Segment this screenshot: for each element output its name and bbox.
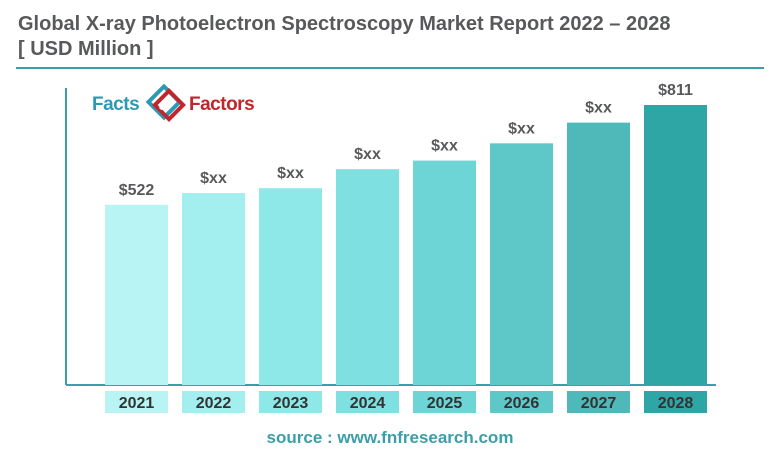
x-tick-box-2026 bbox=[490, 391, 553, 413]
x-tick-box-2027 bbox=[567, 391, 630, 413]
data-label-2026: $xx bbox=[508, 120, 535, 137]
x-tick-label-2026: 2026 bbox=[504, 395, 540, 412]
x-tick-box-2021 bbox=[105, 391, 168, 413]
bar-2022 bbox=[182, 193, 245, 385]
bar-2025 bbox=[413, 160, 476, 385]
data-label-2027: $xx bbox=[585, 100, 612, 117]
title-line-1: Global X-ray Photoelectron Spectroscopy … bbox=[18, 13, 671, 35]
data-label-2025: $xx bbox=[431, 138, 458, 155]
chart-title: Global X-ray Photoelectron Spectroscopy … bbox=[18, 12, 758, 62]
data-label-2023: $xx bbox=[277, 165, 304, 182]
title-divider bbox=[16, 67, 764, 69]
x-tick-label-2024: 2024 bbox=[350, 395, 386, 412]
svg-text:&: & bbox=[159, 97, 170, 114]
x-tick-label-2027: 2027 bbox=[581, 395, 617, 412]
x-tick-box-2025 bbox=[413, 391, 476, 413]
source-note: source : www.fnfresearch.com bbox=[266, 428, 514, 447]
x-tick-box-2023 bbox=[259, 391, 322, 413]
logo-word-factors: Factors bbox=[189, 94, 255, 115]
x-tick-box-2028 bbox=[644, 391, 707, 413]
x-tick-label-2023: 2023 bbox=[273, 395, 309, 412]
data-label-2028: $811 bbox=[658, 82, 693, 99]
x-tick-box-2022 bbox=[182, 391, 245, 413]
x-tick-box-2024 bbox=[336, 391, 399, 413]
data-label-2021: $522 bbox=[119, 182, 155, 199]
logo-ampersand-icon: & bbox=[145, 84, 186, 122]
x-tick-label-2022: 2022 bbox=[196, 395, 232, 412]
logo-word-facts: Facts bbox=[92, 94, 140, 115]
x-tick-label-2028: 2028 bbox=[658, 395, 694, 412]
bar-2024 bbox=[336, 169, 399, 385]
bar-2023 bbox=[259, 188, 322, 385]
x-tick-label-2021: 2021 bbox=[119, 395, 155, 412]
bar-2021 bbox=[105, 204, 168, 385]
bar-2027 bbox=[567, 122, 630, 385]
data-label-2022: $xx bbox=[200, 170, 227, 187]
bar-2026 bbox=[490, 143, 553, 385]
title-line-2: [ USD Million ] bbox=[18, 38, 154, 60]
data-label-2024: $xx bbox=[354, 146, 381, 163]
bar-2028 bbox=[644, 105, 707, 385]
x-tick-label-2025: 2025 bbox=[427, 395, 463, 412]
